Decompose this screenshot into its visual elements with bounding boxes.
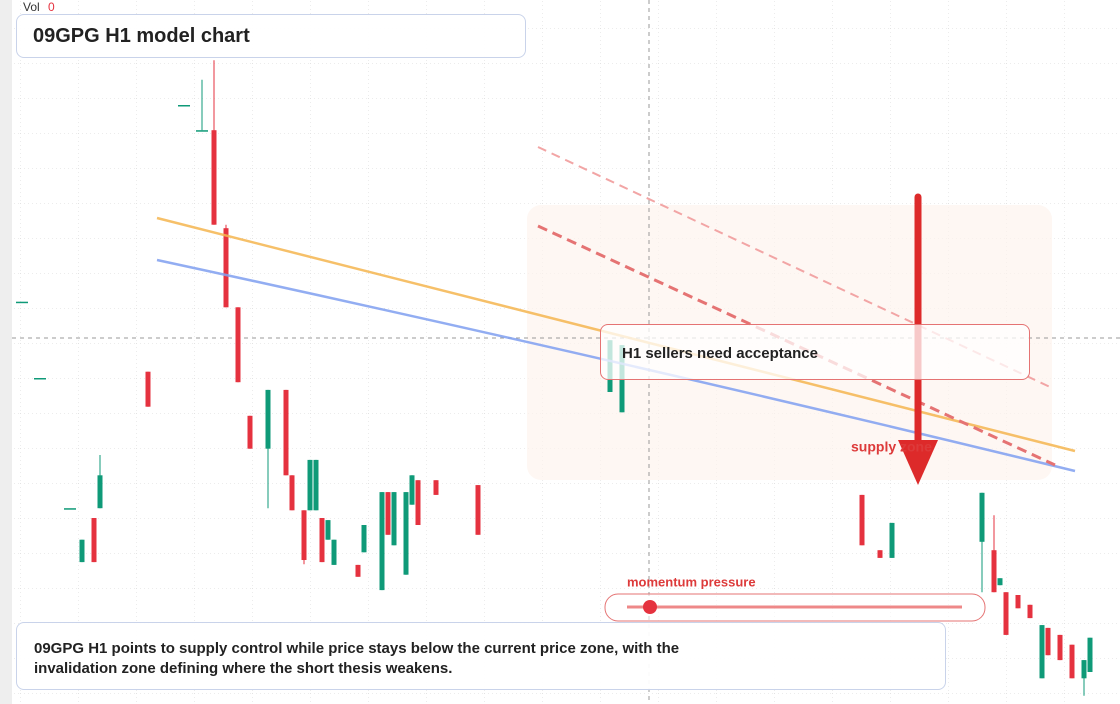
volume-value: 0 bbox=[48, 0, 55, 14]
candle-body bbox=[34, 378, 46, 380]
candle-body bbox=[1015, 595, 1021, 609]
callout-text: H1 sellers need acceptance bbox=[622, 345, 818, 362]
left-rail bbox=[0, 0, 12, 704]
candle-body bbox=[979, 492, 985, 542]
candle-body bbox=[1069, 644, 1075, 679]
candle-body bbox=[64, 508, 76, 510]
candle-body bbox=[325, 520, 331, 540]
candle-body bbox=[385, 492, 391, 535]
candle-body bbox=[877, 550, 883, 558]
candle-body bbox=[1087, 637, 1093, 672]
candle-body bbox=[391, 492, 397, 546]
momentum-label: momentum pressure bbox=[627, 574, 756, 589]
candle-body bbox=[331, 539, 337, 565]
candle-body bbox=[475, 485, 481, 535]
candle-body bbox=[997, 578, 1003, 586]
title-box: 09GPG H1 model chart bbox=[16, 14, 526, 58]
description-box: 09GPG H1 points to supply control while … bbox=[16, 622, 946, 690]
candle-body bbox=[196, 130, 208, 132]
candle-body bbox=[145, 371, 151, 407]
candle-body bbox=[889, 522, 895, 558]
candle-body bbox=[211, 130, 217, 225]
candle-body bbox=[1057, 634, 1063, 661]
candle-body bbox=[265, 389, 271, 449]
zone-label: supply zone bbox=[851, 439, 932, 455]
candle-body bbox=[859, 494, 865, 546]
candle-body bbox=[301, 510, 307, 560]
candle-body bbox=[415, 480, 421, 525]
candle-body bbox=[1045, 627, 1051, 656]
candle-body bbox=[247, 415, 253, 449]
candle-body bbox=[1003, 592, 1009, 635]
candle-body bbox=[361, 525, 367, 553]
candle-body bbox=[283, 389, 289, 476]
candle-body bbox=[97, 475, 103, 509]
momentum-knob bbox=[643, 600, 657, 614]
arrow-head bbox=[898, 440, 938, 485]
candle-body bbox=[16, 301, 28, 304]
candle-body bbox=[355, 564, 361, 577]
candle-body bbox=[319, 518, 325, 563]
chart-title: 09GPG H1 model chart bbox=[33, 25, 250, 47]
candle-body bbox=[91, 518, 97, 563]
candle-body bbox=[223, 228, 229, 308]
candle-body bbox=[235, 307, 241, 383]
candle-body bbox=[178, 105, 190, 107]
candle-body bbox=[1081, 660, 1087, 679]
candle-body bbox=[289, 475, 295, 511]
candle-body bbox=[1039, 625, 1045, 679]
candle-body bbox=[433, 480, 439, 495]
candle-body bbox=[313, 459, 319, 511]
candle-body bbox=[79, 539, 85, 563]
candle-body bbox=[379, 492, 385, 591]
candle-body bbox=[1027, 604, 1033, 619]
volume-label: Vol bbox=[23, 0, 40, 14]
candle-body bbox=[307, 459, 313, 511]
candles bbox=[16, 60, 1093, 696]
candle-body bbox=[409, 475, 415, 505]
candle-body bbox=[403, 492, 409, 575]
candle-body bbox=[991, 550, 997, 593]
callout-box: H1 sellers need acceptance bbox=[600, 324, 1030, 380]
description: 09GPG H1 points to supply control while … bbox=[34, 640, 680, 677]
